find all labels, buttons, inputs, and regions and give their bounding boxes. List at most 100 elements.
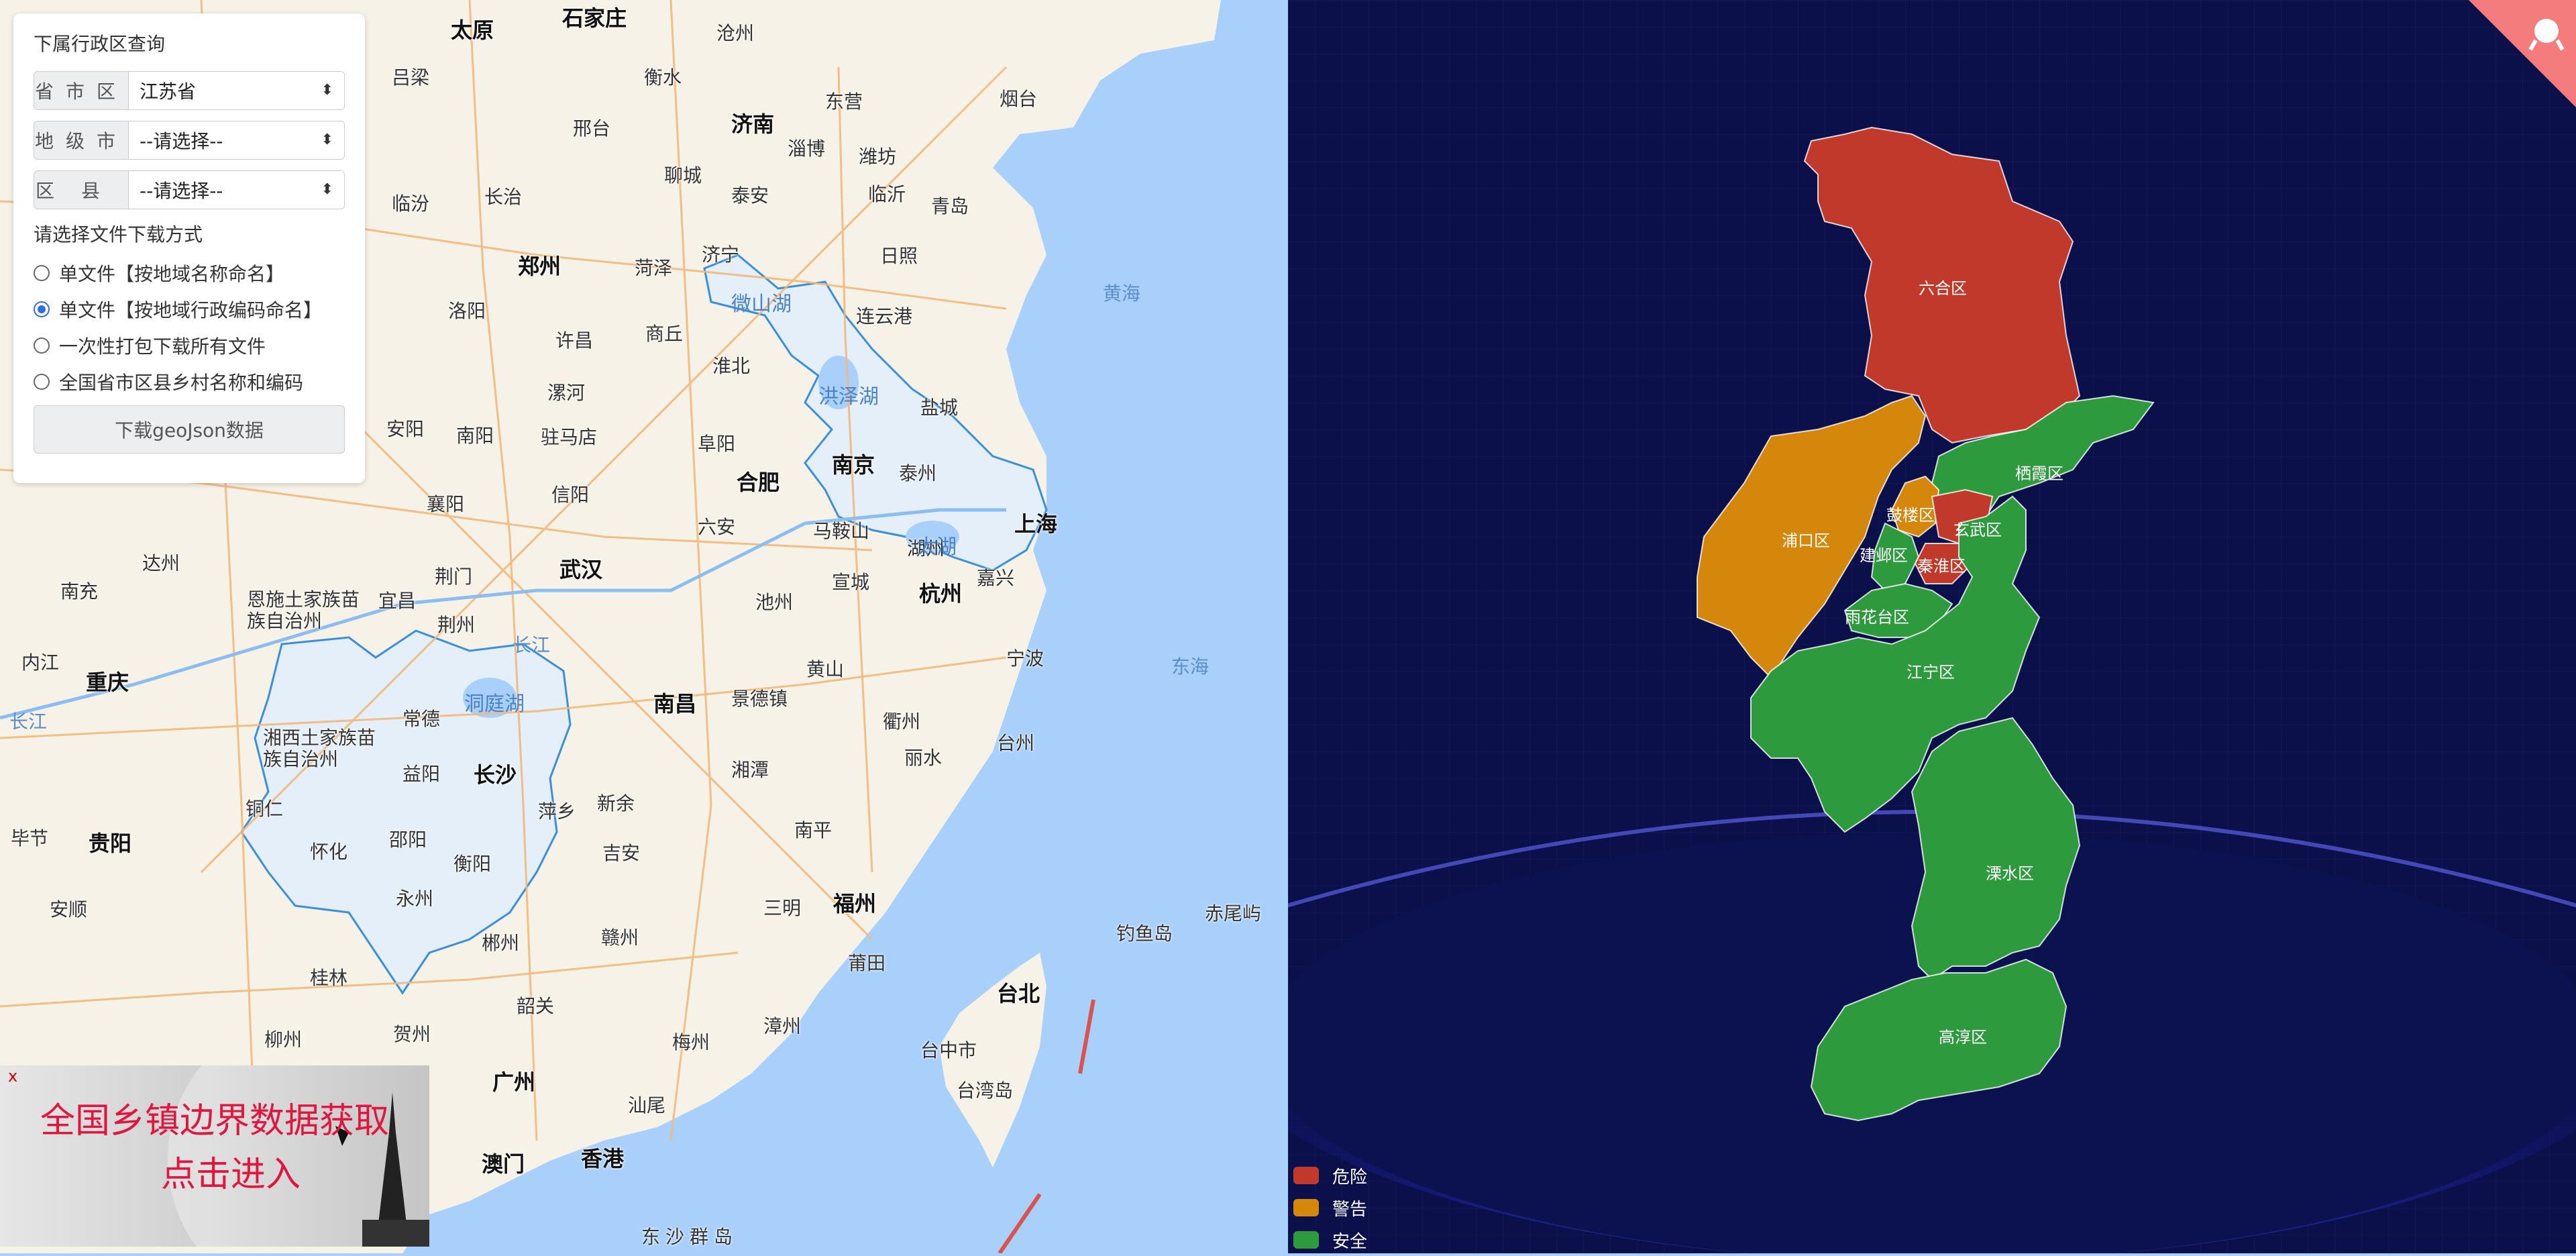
town-label: 韶关 — [517, 995, 555, 1017]
district-shapes — [1697, 126, 2155, 1122]
town-label: 三明 — [763, 897, 802, 919]
district-label[interactable]: 玄武区 — [1953, 521, 2002, 539]
town-label: 济宁 — [702, 244, 740, 266]
panel-title: 下属行政区查询 — [34, 33, 166, 55]
github-corner-icon — [2469, 0, 2576, 107]
town-label: 池州 — [755, 591, 794, 613]
district-label[interactable]: 鼓楼区 — [1886, 506, 1935, 525]
legend-item-warning[interactable]: 警告 — [1293, 1192, 1367, 1224]
city-label: 杭州 — [919, 581, 963, 607]
city-label: 福州 — [833, 891, 877, 917]
city-select[interactable]: 地级市 --请选择-- ⬍ — [34, 121, 345, 160]
town-label: 菏泽 — [635, 257, 673, 279]
banner-art — [168, 1065, 429, 1247]
district-label[interactable]: 建邺区 — [1860, 546, 1908, 565]
province-select[interactable]: 省市区 江苏省 ⬍ — [34, 71, 345, 110]
town-label: 南充 — [60, 580, 99, 603]
city-label: 烟台 — [1000, 88, 1038, 110]
town-label: 青岛 — [931, 195, 969, 217]
district-map-canvas — [1288, 0, 2576, 1253]
town-label: 信阳 — [551, 484, 590, 506]
lake-label: 太湖 — [916, 535, 957, 559]
legend-swatch — [1293, 1199, 1319, 1216]
district-shape[interactable] — [1890, 475, 1940, 538]
town-label: 赣州 — [601, 927, 639, 949]
boundary-line — [998, 1193, 1042, 1253]
district-shape[interactable] — [1810, 958, 2068, 1122]
county-select[interactable]: 区县 --请选择-- ⬍ — [34, 170, 345, 209]
town-label: 嘉兴 — [977, 567, 1015, 589]
legend-label: 警告 — [1332, 1199, 1368, 1220]
town-label: 怀化 — [310, 841, 348, 863]
town-label: 宁波 — [1006, 647, 1044, 670]
radio-button[interactable] — [34, 374, 50, 390]
download-geojson-button[interactable]: 下载geoJson数据 — [34, 405, 345, 454]
district-label[interactable]: 高淳区 — [1939, 1028, 1987, 1047]
town-label: 湘潭 — [731, 759, 769, 781]
legend-item-safe[interactable]: 安全 — [1293, 1224, 1367, 1256]
district-label[interactable]: 秦淮区 — [1917, 557, 1966, 576]
town-label: 淄博 — [788, 138, 826, 160]
town-label: 临沂 — [868, 183, 906, 205]
city-label: 地级市 — [34, 121, 129, 159]
city-label: 郑州 — [518, 254, 561, 279]
corner-badge[interactable] — [2469, 0, 2576, 107]
town-label: 南阳 — [456, 425, 494, 447]
district-shape[interactable] — [1697, 395, 1927, 679]
radio-button-checked[interactable] — [34, 301, 50, 317]
town-label: 宣城 — [832, 571, 870, 593]
district-label[interactable]: 溧水区 — [1986, 864, 2034, 883]
town-label: 东营 — [825, 91, 863, 113]
district-label[interactable]: 江宁区 — [1907, 663, 1955, 682]
city-label: 沧州 — [716, 22, 755, 44]
download-heading: 请选择文件下载方式 — [34, 223, 203, 246]
province-dropdown[interactable]: 江苏省 ⬍ — [129, 72, 344, 109]
option-label: 全国省市区县乡村名称和编码 — [59, 372, 304, 394]
district-shape[interactable] — [1911, 717, 2081, 981]
city-dropdown[interactable]: --请选择-- ⬍ — [129, 121, 344, 159]
town-label: 长治 — [484, 186, 523, 208]
island-label: 钓鱼岛 — [1116, 923, 1173, 945]
radio-button[interactable] — [34, 265, 50, 281]
town-label: 台中市 — [920, 1039, 977, 1061]
option-label: 单文件【按地域行政编码命名】 — [59, 299, 323, 321]
radio-button[interactable] — [34, 337, 50, 354]
district-label[interactable]: 浦口区 — [1782, 531, 1830, 550]
legend-item-danger[interactable]: 危险 — [1293, 1159, 1367, 1192]
town-label: 柳州 — [264, 1029, 303, 1051]
city-value: --请选择-- — [140, 130, 223, 152]
promo-banner[interactable]: x 全国乡镇边界数据获取 点击进入 — [0, 1065, 429, 1247]
district-shape[interactable] — [1750, 495, 2041, 833]
download-option-code[interactable]: 单文件【按地域行政编码命名】 — [34, 291, 345, 327]
town-label: 衡阳 — [453, 853, 492, 875]
county-value: --请选择-- — [140, 180, 223, 202]
district-label[interactable]: 雨花台区 — [1845, 608, 1909, 627]
city-label: 石家庄 — [562, 5, 627, 31]
district-label[interactable]: 六合区 — [1919, 279, 1967, 298]
town-label: 临汾 — [392, 193, 430, 215]
city-label: 重庆 — [86, 670, 129, 695]
town-label: 漳州 — [763, 1015, 802, 1037]
town-label: 荆门 — [435, 566, 473, 588]
district-shape[interactable] — [1803, 126, 2081, 444]
download-option-zip[interactable]: 一次性打包下载所有文件 — [34, 327, 345, 364]
town-label: 潍坊 — [859, 146, 897, 168]
town-label: 达州 — [142, 552, 180, 574]
close-icon[interactable]: x — [8, 1067, 18, 1086]
town-label: 聊城 — [664, 164, 702, 187]
region-label: 恩施土家族苗族自治州 — [247, 588, 360, 632]
island-label: 赤尾屿 — [1205, 902, 1262, 925]
download-option-codes[interactable]: 全国省市区县乡村名称和编码 — [34, 364, 345, 400]
city-label: 上海 — [1014, 511, 1058, 537]
yangtze-river — [0, 508, 1006, 720]
city-label: 贵阳 — [89, 831, 132, 856]
district-map[interactable]: 六合区 栖霞区 浦口区 鼓楼区 玄武区 建邺区 秦淮区 雨花台区 江宁区 溧水区… — [1288, 0, 2576, 1253]
region-label: 湘西土家族苗族自治州 — [263, 727, 376, 770]
county-dropdown[interactable]: --请选择-- ⬍ — [129, 171, 344, 209]
query-panel: 下属行政区查询 省市区 江苏省 ⬍ 地级市 --请选择-- ⬍ 区县 --请选择… — [13, 13, 365, 483]
district-label[interactable]: 栖霞区 — [2015, 464, 2063, 483]
download-option-name[interactable]: 单文件【按地域名称命名】 — [34, 255, 345, 291]
town-label: 南平 — [794, 819, 833, 841]
town-label: 湖州 — [907, 537, 945, 560]
town-label: 安顺 — [50, 898, 88, 921]
